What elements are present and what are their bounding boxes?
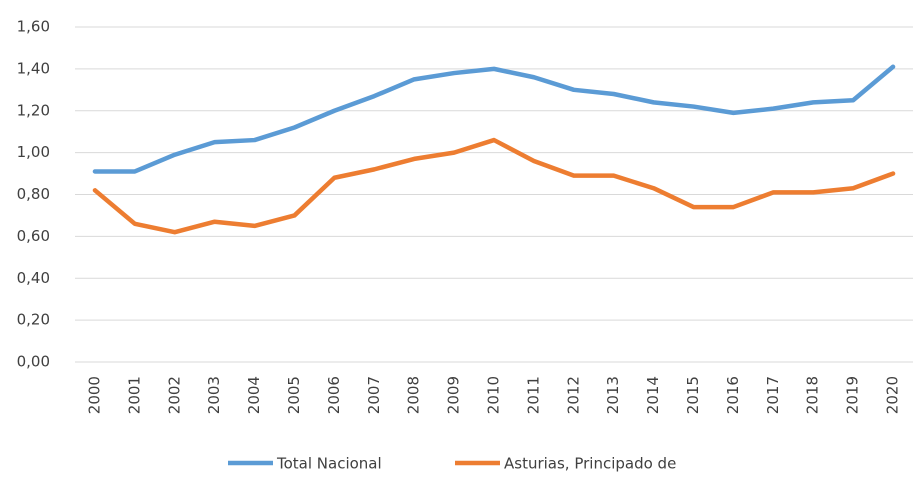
series-line	[92, 137, 896, 235]
x-tick-label: 2005	[285, 376, 303, 414]
y-tick-label: 0,80	[17, 185, 50, 203]
legend-label: Asturias, Principado de	[504, 455, 676, 473]
x-tick-label: 2004	[245, 376, 263, 414]
series-line	[92, 64, 896, 174]
x-tick-label: 2015	[684, 376, 702, 414]
y-tick-label: 1,40	[17, 59, 50, 77]
x-tick-label: 2010	[485, 376, 503, 414]
y-tick-label: 0,40	[17, 269, 50, 287]
x-tick-label: 2016	[724, 376, 742, 414]
x-tick-label: 2002	[165, 376, 183, 414]
legend-label: Total Nacional	[276, 455, 382, 473]
x-tick-label: 2018	[804, 376, 822, 414]
x-tick-label: 2001	[125, 376, 143, 414]
y-tick-label: 0,60	[17, 227, 50, 245]
x-tick-label: 2009	[445, 376, 463, 414]
x-tick-label: 2011	[524, 376, 542, 414]
x-tick-label: 2006	[325, 376, 343, 414]
x-tick-label: 2012	[564, 376, 582, 414]
x-tick-label: 2008	[405, 376, 423, 414]
x-tick-label: 2003	[205, 376, 223, 414]
x-tick-label: 2007	[365, 376, 383, 414]
x-tick-label: 2000	[85, 376, 103, 414]
y-tick-label: 1,60	[17, 18, 50, 36]
x-tick-label: 2014	[644, 376, 662, 414]
y-tick-label: 1,20	[17, 101, 50, 119]
x-tick-label: 2020	[884, 376, 902, 414]
y-tick-label: 0,20	[17, 311, 50, 329]
y-tick-label: 0,00	[17, 353, 50, 371]
x-tick-label: 2017	[764, 376, 782, 414]
x-tick-label: 2019	[844, 376, 862, 414]
y-tick-label: 1,00	[17, 143, 50, 161]
x-tick-label: 2013	[604, 376, 622, 414]
